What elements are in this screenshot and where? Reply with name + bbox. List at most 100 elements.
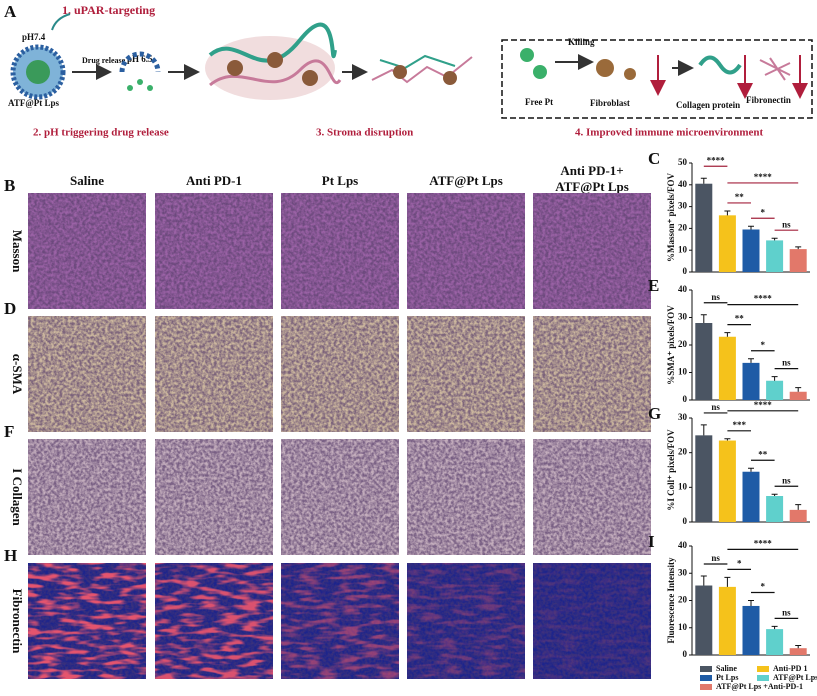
error-bar (771, 237, 778, 241)
panel-letter: A (4, 2, 17, 21)
y-tick-label: 0 (683, 516, 688, 526)
y-tick-label: 40 (678, 179, 688, 189)
bar (718, 336, 736, 400)
error-bar (771, 625, 778, 630)
y-tick-label: 10 (678, 367, 688, 377)
row-label: α-SMA (10, 354, 25, 395)
image-grid: Saline Anti PD-1 Pt Lps ATF@Pt Lps Anti PD-1… (4, 163, 651, 679)
significance-label: ns (782, 219, 791, 229)
y-tick-label: 40 (678, 540, 688, 550)
error-bar (748, 600, 754, 606)
y-tick-label: 40 (678, 284, 688, 294)
error-bar (795, 644, 802, 649)
panel-letter: D (4, 299, 16, 318)
micrograph-texture (407, 439, 525, 555)
significance-label: ns (711, 292, 720, 302)
ph-label: pH 6.5 (127, 54, 153, 64)
y-axis-label: %Masson⁺ pixels/FOV (666, 173, 676, 263)
fibronectin-signal (155, 563, 273, 679)
collagen-icon (698, 55, 742, 75)
y-tick-label: 20 (678, 339, 688, 349)
panel-letter: I (648, 532, 655, 551)
particle-label: ATF@Pt Lps (8, 98, 59, 108)
significance-label: ns (782, 607, 791, 617)
significance-label: **** (754, 172, 773, 182)
bar (718, 586, 736, 655)
step-label: 4. Improved immune microenvironment (575, 127, 764, 139)
bar (789, 249, 807, 272)
error-bar (795, 387, 802, 392)
fibronectin-signal (533, 563, 651, 679)
y-tick-label: 10 (678, 622, 688, 632)
y-tick-label: 30 (678, 201, 688, 211)
micrograph-texture (155, 439, 273, 555)
panel-letter: B (4, 176, 15, 195)
micrograph-texture (155, 316, 273, 432)
arrow-label: Drug release (82, 56, 126, 65)
liposome-core (26, 60, 50, 84)
micrograph-texture (28, 193, 146, 309)
y-tick-label: 0 (683, 266, 688, 276)
y-tick-label: 10 (678, 481, 688, 491)
y-axis-label: Fluorescence Intensity (666, 557, 676, 644)
error-bar (771, 493, 778, 496)
y-tick-label: 30 (678, 567, 688, 577)
error-bar (724, 438, 731, 441)
error-bar (771, 376, 778, 381)
bar (718, 215, 736, 272)
micrograph-texture (281, 316, 399, 432)
legend-swatch (757, 675, 769, 681)
bar (766, 496, 784, 522)
bar (766, 240, 784, 272)
y-tick-label: 50 (678, 157, 688, 167)
error-bar (700, 314, 707, 323)
y-axis-label: %SMA⁺ pixels/FOV (666, 305, 676, 385)
fibronectin-signal (281, 563, 399, 679)
significance-label: **** (754, 294, 773, 304)
significance-label: * (761, 582, 766, 592)
legend-label: Anti-PD 1 (773, 664, 807, 673)
bar (789, 509, 807, 522)
significance-label: * (737, 558, 742, 568)
column-label: Pt Lps (322, 173, 358, 188)
schematic: A 1. uPAR-targeting pH7.4 ATF@Pt Lps Dru… (4, 2, 813, 139)
error-bar (700, 575, 707, 586)
y-tick-label: 20 (678, 595, 688, 605)
fibronectin-signal (28, 563, 146, 679)
y-tick-label: 10 (678, 244, 688, 254)
step-label: 1. uPAR-targeting (62, 3, 155, 17)
legend-label: ATF@Pt Lps +Anti-PD-1 (716, 682, 803, 691)
bar (718, 440, 736, 522)
error-bar (795, 504, 802, 510)
broken-liposome (119, 51, 161, 73)
bar (789, 648, 807, 655)
fibroblast-icon (624, 68, 636, 80)
disrupted-stroma (371, 54, 473, 85)
significance-label: **** (754, 400, 773, 410)
y-tick-label: 0 (683, 394, 688, 404)
column-label: ATF@Pt Lps (429, 173, 503, 188)
micrograph-texture (407, 316, 525, 432)
legend-label: ATF@Pt Lps (773, 673, 817, 682)
bar (695, 183, 713, 272)
error-bar (795, 246, 802, 250)
error-bar (724, 332, 731, 337)
fibronectin-signal (407, 563, 525, 679)
detail-box (501, 39, 813, 119)
item-label: Collagen protein (676, 100, 740, 110)
micrograph-texture (28, 316, 146, 432)
bar (742, 362, 760, 400)
ligand (51, 13, 71, 31)
ph-label: pH7.4 (22, 32, 46, 42)
y-tick-label: 30 (678, 312, 688, 322)
micrograph-texture (155, 193, 273, 309)
error-bar (748, 358, 754, 363)
process-label: Killing (568, 37, 595, 47)
bar (742, 605, 760, 655)
significance-label: **** (707, 155, 726, 165)
bar (695, 585, 713, 655)
y-tick-label: 20 (678, 447, 688, 457)
item-label: Fibroblast (590, 98, 630, 108)
item-label: Free Pt (525, 97, 553, 107)
